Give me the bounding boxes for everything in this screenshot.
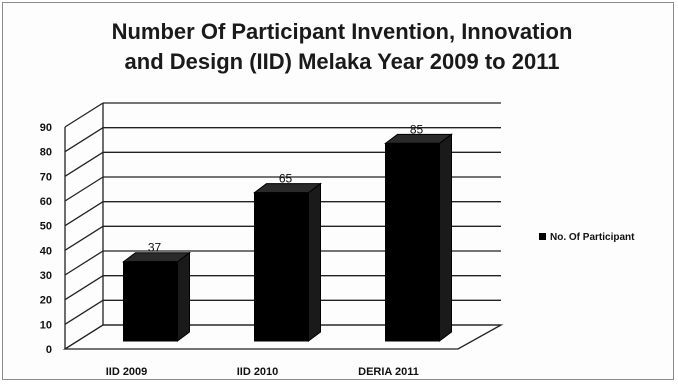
bar-2: 85	[384, 122, 453, 342]
legend-label: No. Of Participant	[550, 232, 635, 243]
bar-1: 65	[253, 172, 322, 342]
x-tick-label: IID 2009	[106, 366, 148, 378]
chart-title-line-2: and Design (IID) Melaka Year 2009 to 201…	[124, 49, 560, 74]
y-tick-label: 30	[40, 270, 52, 282]
gridline-side-90	[64, 102, 104, 128]
y-tick-label: 50	[40, 221, 52, 233]
bar-front	[123, 261, 178, 342]
data-label: 85	[410, 122, 424, 136]
bar-front	[385, 142, 440, 342]
y-tick-label: 10	[40, 319, 52, 331]
gridline-side-20	[64, 275, 104, 301]
gridline-side-40	[64, 225, 104, 251]
y-tick-label: 20	[40, 295, 52, 307]
y-tick-label: 70	[40, 171, 52, 183]
bar-front	[254, 192, 309, 342]
bar-side	[308, 182, 321, 342]
gridline-side-60	[64, 176, 104, 202]
y-tick-label: 0	[46, 344, 52, 356]
x-axis-ticks: IID 2009 IID 2010 DERIA 2011	[106, 366, 419, 378]
x-tick-label: IID 2010	[237, 366, 279, 378]
floor	[62, 324, 504, 350]
chart-title: Number Of Participant Invention, Innovat…	[3, 17, 678, 77]
y-axis-ticks: 0 10 20 30 40 50 60 70 80 90	[40, 122, 52, 356]
gridline-side-70	[64, 151, 104, 177]
x-tick-label: DERIA 2011	[358, 366, 419, 378]
y-tick-label: 40	[40, 245, 52, 257]
bar-0: 37	[122, 241, 191, 342]
gridline-side-50	[64, 201, 104, 227]
bar-side	[177, 251, 190, 342]
bar-side	[439, 133, 452, 342]
chart-title-line-1: Number Of Participant Invention, Innovat…	[111, 19, 573, 44]
bars: 37 65 85	[122, 122, 453, 342]
gridline-side-30	[64, 250, 104, 276]
legend: No. Of Participant	[539, 232, 635, 243]
y-tick-label: 60	[40, 196, 52, 208]
gridline-side-80	[64, 127, 104, 153]
y-tick-label: 80	[40, 147, 52, 159]
gridline-side-10	[64, 299, 104, 325]
data-label: 65	[279, 172, 293, 186]
legend-swatch	[539, 233, 546, 240]
chart-frame: Number Of Participant Invention, Innovat…	[2, 2, 674, 380]
data-label: 37	[148, 241, 162, 255]
y-tick-label: 90	[40, 122, 52, 134]
